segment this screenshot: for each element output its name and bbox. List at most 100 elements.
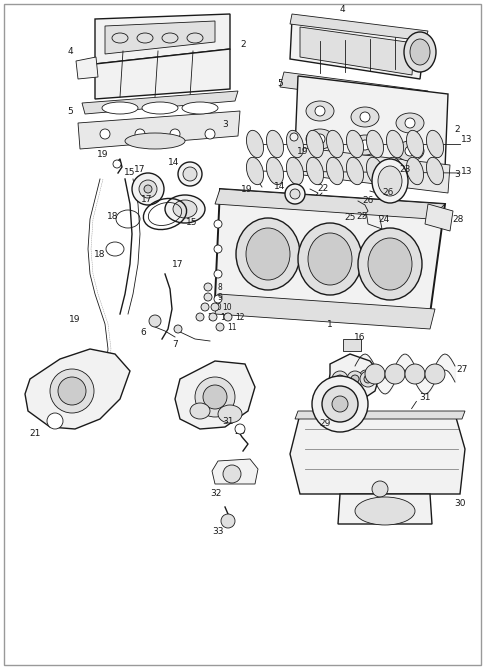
Polygon shape [214, 189, 444, 219]
Ellipse shape [213, 270, 222, 278]
Ellipse shape [144, 185, 151, 193]
Text: 5: 5 [276, 78, 282, 88]
Ellipse shape [314, 106, 324, 116]
Text: 5: 5 [67, 106, 73, 116]
Ellipse shape [326, 130, 343, 158]
Text: 3: 3 [222, 120, 227, 128]
Ellipse shape [266, 157, 283, 185]
Text: 31: 31 [418, 393, 430, 401]
Text: 15: 15 [124, 167, 136, 177]
Text: 26: 26 [362, 195, 373, 205]
Text: 17: 17 [141, 195, 152, 203]
Ellipse shape [266, 130, 283, 158]
Ellipse shape [377, 166, 401, 196]
Ellipse shape [204, 293, 212, 301]
Ellipse shape [326, 157, 343, 185]
Ellipse shape [209, 313, 216, 321]
Ellipse shape [363, 375, 371, 383]
Polygon shape [175, 361, 255, 429]
Ellipse shape [170, 129, 180, 139]
Polygon shape [289, 414, 464, 494]
Ellipse shape [305, 129, 333, 149]
Ellipse shape [307, 233, 351, 285]
Polygon shape [364, 204, 381, 229]
Ellipse shape [113, 160, 121, 168]
Ellipse shape [165, 195, 205, 223]
Text: 29: 29 [318, 419, 330, 429]
Polygon shape [212, 459, 257, 484]
Text: 10: 10 [212, 302, 221, 312]
Text: 3: 3 [453, 169, 459, 179]
Polygon shape [78, 111, 240, 149]
Text: 19: 19 [69, 314, 80, 324]
Ellipse shape [203, 385, 227, 409]
Text: 11: 11 [227, 322, 236, 332]
Ellipse shape [149, 315, 161, 327]
Polygon shape [294, 147, 449, 193]
Polygon shape [289, 19, 424, 79]
Ellipse shape [332, 396, 348, 412]
Ellipse shape [136, 33, 152, 43]
Text: 24: 24 [378, 215, 389, 223]
Ellipse shape [305, 101, 333, 121]
Ellipse shape [425, 130, 443, 158]
Ellipse shape [406, 130, 423, 158]
Text: 12: 12 [220, 312, 229, 322]
Polygon shape [214, 294, 434, 329]
Ellipse shape [350, 135, 378, 155]
Text: 9: 9 [217, 292, 222, 302]
Text: 22: 22 [317, 183, 328, 193]
Text: 8: 8 [217, 282, 222, 292]
Ellipse shape [135, 129, 145, 139]
Ellipse shape [404, 118, 414, 128]
Text: 11: 11 [207, 312, 216, 322]
Ellipse shape [246, 130, 263, 158]
Ellipse shape [409, 39, 429, 65]
Ellipse shape [213, 295, 222, 303]
Ellipse shape [366, 130, 383, 158]
Ellipse shape [314, 134, 324, 144]
Ellipse shape [213, 220, 222, 228]
Polygon shape [76, 57, 98, 79]
Ellipse shape [221, 514, 235, 528]
Ellipse shape [204, 283, 212, 291]
Ellipse shape [384, 364, 404, 384]
Ellipse shape [297, 223, 361, 295]
Ellipse shape [395, 141, 423, 161]
Ellipse shape [403, 32, 435, 72]
Text: 25: 25 [356, 211, 367, 221]
Text: 30: 30 [454, 500, 465, 508]
Ellipse shape [246, 157, 263, 185]
Polygon shape [289, 14, 427, 41]
Ellipse shape [205, 129, 214, 139]
Text: 14: 14 [274, 181, 285, 191]
Text: 18: 18 [107, 211, 119, 221]
Ellipse shape [350, 375, 358, 383]
Ellipse shape [211, 303, 219, 311]
Ellipse shape [289, 133, 297, 141]
Text: 26: 26 [381, 187, 393, 197]
Ellipse shape [217, 405, 242, 423]
Text: 20: 20 [234, 427, 245, 436]
Ellipse shape [346, 130, 363, 158]
Ellipse shape [286, 130, 303, 158]
Ellipse shape [350, 107, 378, 127]
Ellipse shape [359, 112, 369, 122]
Ellipse shape [395, 113, 423, 133]
Ellipse shape [173, 200, 197, 218]
Polygon shape [327, 354, 379, 401]
Text: 1: 1 [326, 320, 332, 328]
Ellipse shape [235, 424, 244, 434]
Text: 23: 23 [398, 165, 410, 173]
Ellipse shape [223, 465, 241, 483]
Text: 6: 6 [140, 328, 146, 337]
Polygon shape [105, 21, 214, 54]
Text: 17: 17 [172, 260, 183, 268]
Polygon shape [82, 91, 238, 114]
Text: 10: 10 [222, 302, 231, 312]
Bar [342, 339, 360, 351]
Polygon shape [300, 27, 413, 75]
Ellipse shape [364, 364, 384, 384]
Ellipse shape [424, 364, 444, 384]
Ellipse shape [286, 157, 303, 185]
